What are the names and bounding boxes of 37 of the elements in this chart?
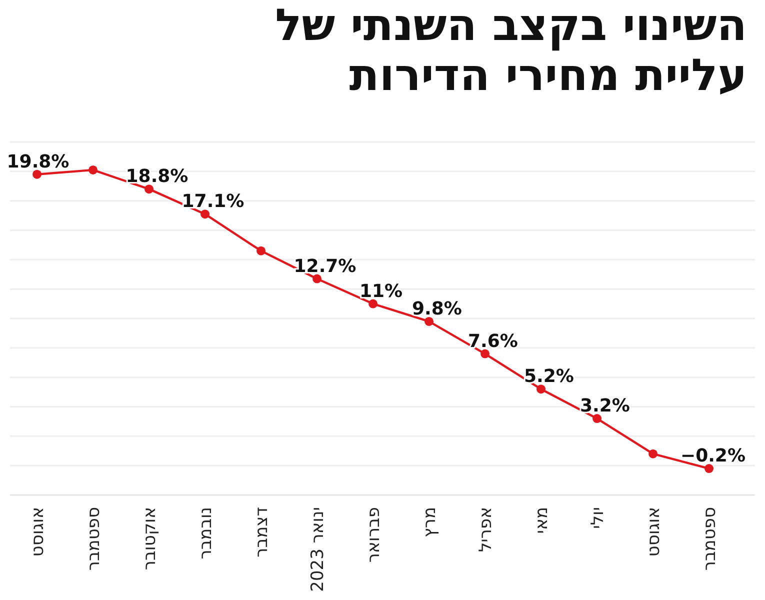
x-tick-label: ספטמבר <box>84 507 104 571</box>
x-tick-label: ספטמבר <box>700 507 720 571</box>
x-tick-label: אוגוסט <box>28 507 48 557</box>
point <box>648 449 658 458</box>
data-label: 19.8% <box>6 151 70 172</box>
data-label: −0.2% <box>680 446 746 467</box>
x-tick-label: נובמבר <box>196 507 216 560</box>
data-label: 7.6% <box>468 330 518 352</box>
point <box>592 414 602 424</box>
data-label: 12.7% <box>294 256 356 277</box>
data-label: 17.1% <box>182 191 244 212</box>
x-tick-label: פברואר <box>364 507 384 563</box>
point <box>424 316 434 326</box>
data-label: 5.2% <box>524 366 574 388</box>
x-tick-label: מאי <box>532 507 552 534</box>
chart-title: השינוי בקצב השנתי של עליית מחירי הדירות <box>275 0 747 101</box>
x-tick-label: אוקטובר <box>140 507 160 570</box>
x-tick-label: ינואר 2023 <box>308 507 328 592</box>
x-tick-label: מרץ <box>420 507 440 538</box>
point <box>536 384 546 394</box>
data-label: 18.8% <box>126 166 188 188</box>
point <box>480 349 490 358</box>
x-tick-label: דצמבר <box>252 507 272 558</box>
point <box>88 165 98 174</box>
point <box>704 464 714 474</box>
point <box>144 184 154 194</box>
x-tick-label: אפריל <box>476 507 496 552</box>
point <box>368 299 378 308</box>
data-label: 3.2% <box>580 396 630 417</box>
x-tick-label: יולי <box>588 507 608 529</box>
point <box>256 246 266 256</box>
data-label: 9.8% <box>412 298 462 320</box>
data-label: 11% <box>359 280 403 302</box>
point <box>32 170 42 179</box>
x-tick-label: אוגוסט <box>644 507 664 557</box>
point <box>312 274 322 284</box>
point <box>200 210 210 219</box>
